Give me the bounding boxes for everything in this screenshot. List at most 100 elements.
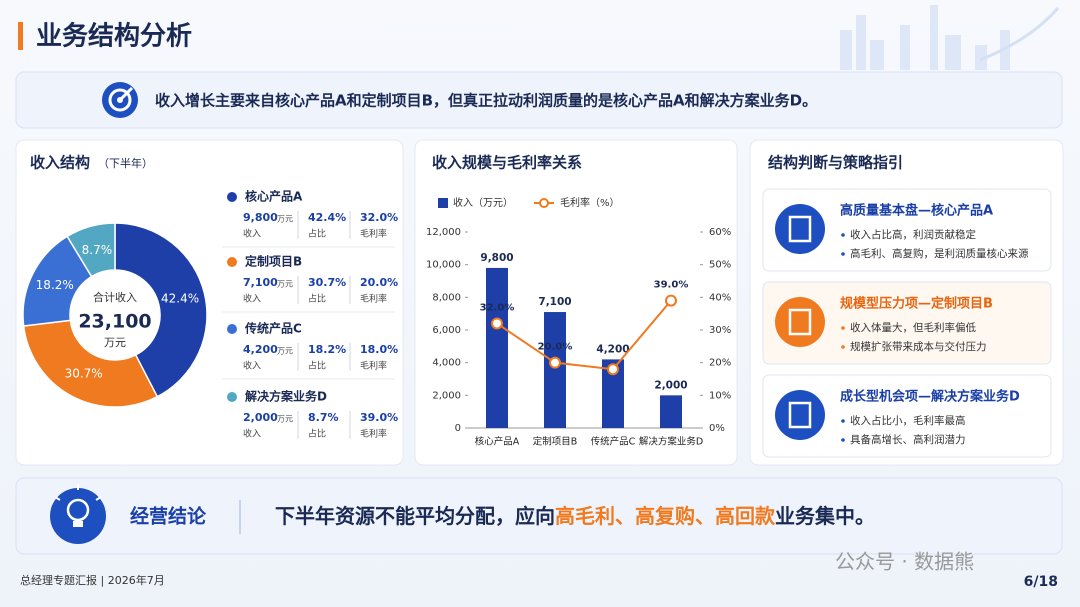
panel-title: 结构判断与策略指引 xyxy=(768,154,903,172)
y-tick-label: 12,000 xyxy=(426,227,461,238)
field-label: 收入 xyxy=(243,228,261,240)
x-tick-label: 定制项目B xyxy=(533,436,578,448)
y2-tick-label: 60% xyxy=(709,227,731,238)
legend-dot xyxy=(227,392,237,402)
line-point xyxy=(665,294,677,307)
slice-label: 30.7% xyxy=(65,367,103,381)
field-label: 毛利率 xyxy=(360,293,387,305)
footer-text: 总经理专题汇报 | 2026年7月 xyxy=(20,573,165,587)
pie-slice xyxy=(22,319,159,408)
conclusion-label: 经营结论 xyxy=(130,505,207,528)
line-point xyxy=(491,317,503,330)
margin: 20.0% xyxy=(360,276,398,289)
y-tick-label: 10,000 xyxy=(426,260,461,271)
field-label: 收入 xyxy=(243,360,261,372)
bulb-icon xyxy=(50,484,106,544)
strategy-card xyxy=(762,374,1052,458)
bar-label: 9,800 xyxy=(480,252,513,264)
field-label: 占比 xyxy=(308,293,326,305)
center-unit: 万元 xyxy=(104,336,126,349)
pie-slice xyxy=(114,222,208,398)
bullet-dot xyxy=(841,438,845,442)
strategy-card xyxy=(762,188,1052,272)
bullet-dot xyxy=(841,233,845,237)
legend-dot xyxy=(227,324,237,334)
pie-slice xyxy=(66,222,116,278)
summary-text: 收入增长主要来自核心产品A和定制项目B，但真正拉动利润质量的是核心产品A和解决方… xyxy=(155,92,817,110)
unit: 万元 xyxy=(277,347,293,356)
center-label: 合计收入 xyxy=(93,290,137,304)
page-number: 6/18 xyxy=(1024,574,1058,590)
bullet-dot xyxy=(841,252,845,256)
x-tick-label: 核心产品A xyxy=(475,436,520,448)
legend-name: 核心产品A xyxy=(245,189,303,204)
legend-swatch xyxy=(438,198,448,208)
field-label: 占比 xyxy=(308,360,326,372)
x-tick-label: 解决方案业务D xyxy=(639,436,703,448)
legend-name: 传统产品C xyxy=(244,321,302,336)
target-icon xyxy=(102,82,138,118)
y-tick-label: 2,000 xyxy=(432,390,461,401)
bar xyxy=(602,359,624,428)
card-bullet: 高毛利、高复购，是利润质量核心来源 xyxy=(850,247,1029,260)
bar xyxy=(486,267,508,428)
card-icon-glyph xyxy=(788,308,812,336)
line-label: 32.0% xyxy=(480,302,515,313)
card-icon-glyph xyxy=(788,215,812,243)
slice-label: 18.2% xyxy=(36,278,74,292)
page-title: 业务结构分析 xyxy=(36,22,192,52)
field-label: 占比 xyxy=(308,428,326,440)
field-label: 毛利率 xyxy=(360,428,387,440)
legend-label: 收入（万元） xyxy=(453,196,513,209)
bar-label: 4,200 xyxy=(596,343,629,355)
center-total: 23,100 xyxy=(78,311,151,333)
margin: 32.0% xyxy=(360,211,398,224)
bullet-dot xyxy=(841,345,845,349)
card-icon xyxy=(775,204,825,254)
conclusion-part: 下半年资源不能平均分配，应向 xyxy=(275,504,555,528)
share: 42.4% xyxy=(308,211,346,224)
card-icon-glyph xyxy=(788,401,812,429)
slice-label: 8.7% xyxy=(82,243,113,257)
line-point xyxy=(607,363,619,376)
panel-title: 收入规模与毛利率关系 xyxy=(432,154,582,172)
line-label: 39.0% xyxy=(654,280,689,291)
field-label: 毛利率 xyxy=(360,228,387,240)
title-accent xyxy=(18,22,23,50)
legend-name: 解决方案业务D xyxy=(245,389,327,404)
line xyxy=(496,299,672,371)
y-tick-label: 0 xyxy=(455,423,461,434)
summary-box xyxy=(15,71,1063,129)
share: 18.2% xyxy=(308,343,346,356)
conclusion-text: 下半年资源不能平均分配，应向高毛利、高复购、高回款业务集中。 xyxy=(275,504,875,528)
card-title: 成长型机会项—解决方案业务D xyxy=(840,389,1020,405)
y-tick-label: 8,000 xyxy=(432,292,461,303)
bullet-dot xyxy=(841,419,845,423)
revenue: 4,200 xyxy=(243,343,278,356)
card-bullet: 收入占比小，毛利率最高 xyxy=(850,414,966,427)
conclusion-box xyxy=(15,477,1063,555)
field-label: 收入 xyxy=(243,293,261,305)
unit: 万元 xyxy=(277,415,293,424)
card-title: 规模型压力项—定制项目B xyxy=(840,296,993,312)
share: 8.7% xyxy=(308,411,339,424)
panel-subtitle: （下半年） xyxy=(98,156,153,170)
slice-label: 42.4% xyxy=(161,292,199,306)
card-title: 高质量基本盘—核心产品A xyxy=(840,203,993,219)
margin: 39.0% xyxy=(360,411,398,424)
share: 30.7% xyxy=(308,276,346,289)
revenue: 7,100 xyxy=(243,276,278,289)
conclusion-part: 业务集中。 xyxy=(775,504,875,528)
panel-title: 收入结构 xyxy=(30,154,90,172)
line-label: 20.0% xyxy=(538,342,573,353)
card-bullet: 具备高增长、高利润潜力 xyxy=(850,433,966,446)
y-tick-label: 4,000 xyxy=(432,358,461,369)
line-point xyxy=(549,356,561,369)
legend-marker xyxy=(539,198,549,208)
revenue: 2,000 xyxy=(243,411,278,424)
y2-tick-label: 20% xyxy=(709,358,731,369)
field-label: 毛利率 xyxy=(360,360,387,372)
x-tick-label: 传统产品C xyxy=(591,436,636,448)
